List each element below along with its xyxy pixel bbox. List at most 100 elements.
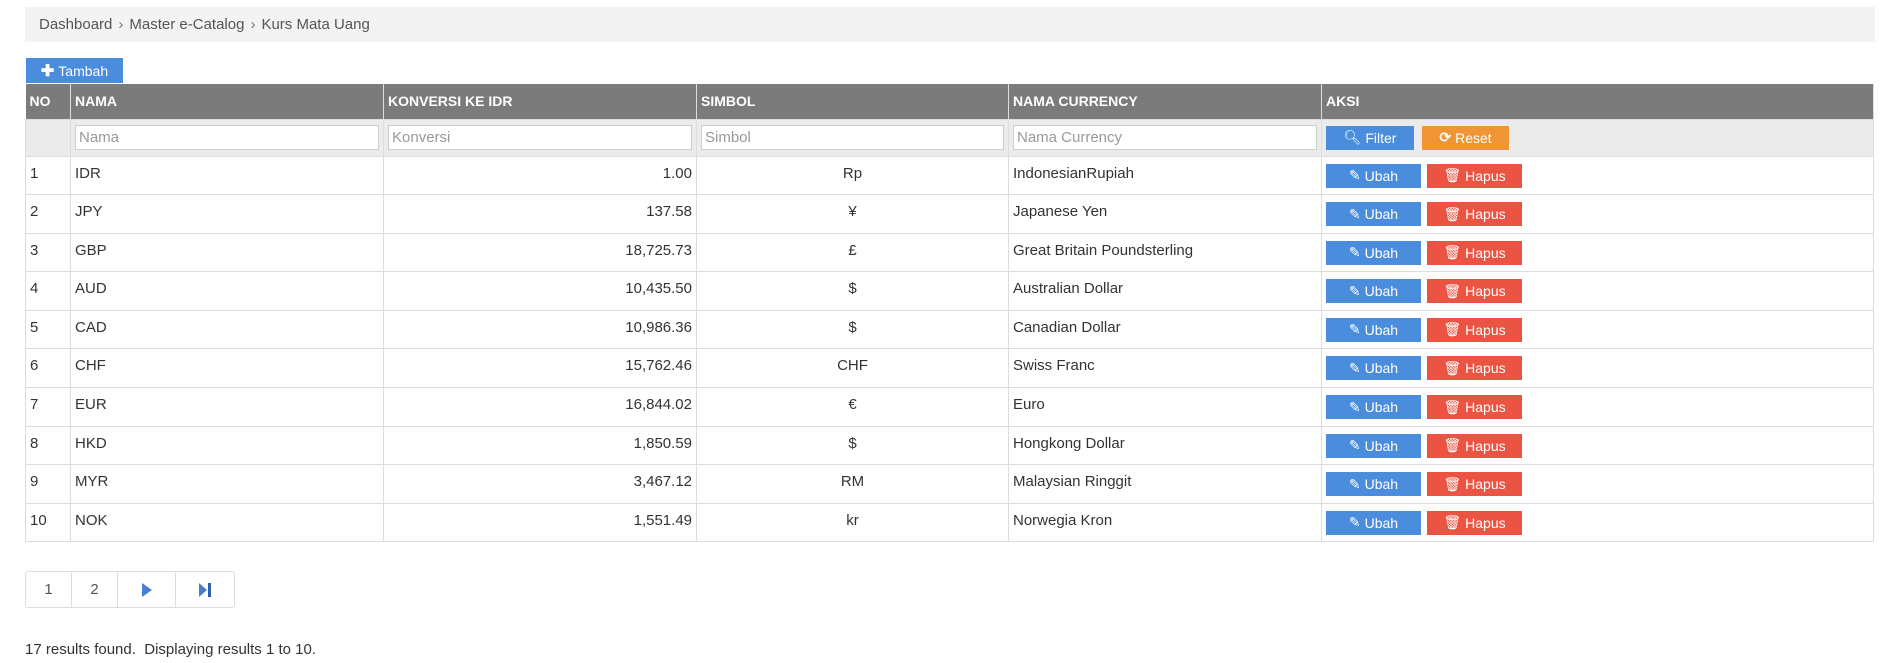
filter-cell-empty: [25, 118, 71, 157]
cell-aksi: ✎ Ubah 🗑︎ Hapus: [1321, 271, 1874, 311]
edit-icon: ✎: [1348, 167, 1361, 183]
column-header-nama: NAMA: [70, 84, 384, 119]
edit-button[interactable]: ✎ Ubah: [1326, 279, 1421, 304]
delete-button[interactable]: 🗑︎ Hapus: [1427, 395, 1522, 420]
trash-icon: 🗑︎: [1443, 205, 1462, 222]
delete-button[interactable]: 🗑︎ Hapus: [1427, 510, 1522, 535]
reset-button[interactable]: ⟳ Reset: [1422, 125, 1509, 150]
edit-button-label: Ubah: [1364, 206, 1399, 223]
edit-button[interactable]: ✎ Ubah: [1326, 395, 1421, 420]
breadcrumb-dashboard[interactable]: Dashboard: [39, 16, 113, 33]
filter-row: 🔍︎Filter ⟳Reset: [25, 118, 1874, 157]
edit-button[interactable]: ✎ Ubah: [1326, 472, 1421, 497]
cell-no: 4: [25, 271, 71, 311]
edit-button-label: Ubah: [1364, 514, 1399, 531]
table-row: 6 CHF 15,762.46 CHF Swiss Franc ✎ Ubah 🗑︎ H…: [25, 348, 1874, 389]
delete-button-label: Hapus: [1465, 167, 1506, 184]
cell-nama-currency: Euro: [1008, 387, 1322, 427]
trash-icon: 🗑︎: [1443, 398, 1462, 415]
cell-nama: GBP: [70, 232, 384, 273]
cell-konversi: 16,844.02: [383, 387, 697, 427]
trash-icon: 🗑︎: [1443, 244, 1462, 261]
nama-filter-input[interactable]: [75, 125, 379, 150]
cell-no: 1: [25, 155, 71, 196]
cell-nama-currency: Canadian Dollar: [1008, 309, 1322, 350]
delete-button-label: Hapus: [1465, 206, 1506, 223]
delete-button[interactable]: 🗑︎ Hapus: [1427, 472, 1522, 497]
table-row: 5 CAD 10,986.36 $ Canadian Dollar ✎ Ubah 🗑…: [25, 309, 1874, 350]
cell-nama-currency: Hongkong Dollar: [1008, 425, 1322, 466]
breadcrumb-master-ecatalog[interactable]: Master e-Catalog: [129, 16, 245, 33]
add-button-label: Tambah: [58, 62, 109, 79]
table-row: 4 AUD 10,435.50 $ Australian Dollar ✎ Uba…: [25, 271, 1874, 311]
edit-icon: ✎: [1348, 359, 1361, 376]
trash-icon: 🗑︎: [1443, 282, 1462, 299]
edit-icon: ✎: [1348, 475, 1361, 492]
delete-button[interactable]: 🗑︎ Hapus: [1427, 356, 1522, 381]
add-button[interactable]: ✚ Tambah: [26, 58, 123, 83]
breadcrumb-current: Kurs Mata Uang: [261, 16, 370, 33]
cell-aksi: ✎ Ubah 🗑︎ Hapus: [1321, 232, 1874, 273]
cell-simbol: £: [696, 232, 1009, 273]
cell-simbol: $: [696, 309, 1009, 350]
nama-currency-filter-input[interactable]: [1013, 125, 1317, 150]
delete-button-label: Hapus: [1465, 399, 1506, 416]
delete-button[interactable]: 🗑︎ Hapus: [1427, 240, 1522, 265]
cell-simbol: RM: [696, 464, 1009, 504]
filter-button[interactable]: 🔍︎ Filter: [1326, 125, 1414, 150]
cell-nama: IDR: [70, 155, 384, 196]
cell-no: 5: [25, 309, 71, 350]
cell-aksi: ✎ Ubah 🗑︎ Hapus: [1321, 155, 1874, 196]
edit-icon: ✎: [1348, 282, 1361, 299]
filter-button-label: Filter: [1365, 129, 1397, 146]
cell-nama-currency: Japanese Yen: [1008, 194, 1322, 234]
delete-button-label: Hapus: [1465, 283, 1506, 300]
delete-button-label: Hapus: [1465, 360, 1506, 377]
edit-button[interactable]: ✎ Ubah: [1326, 202, 1421, 227]
edit-button-label: Ubah: [1364, 283, 1399, 300]
konversi-filter-input[interactable]: [388, 125, 692, 150]
cell-nama-currency: Great Britain Poundsterling: [1008, 232, 1322, 273]
edit-button-label: Ubah: [1364, 476, 1399, 493]
edit-button-label: Ubah: [1364, 437, 1399, 454]
edit-button[interactable]: ✎ Ubah: [1326, 356, 1421, 381]
edit-button[interactable]: ✎ Ubah: [1326, 433, 1421, 458]
cell-nama-currency: Norwegia Kron: [1008, 502, 1322, 543]
cell-no: 10: [25, 502, 71, 543]
cell-no: 8: [25, 425, 71, 466]
delete-button-label: Hapus: [1465, 244, 1506, 261]
cell-aksi: ✎ Ubah 🗑︎ Hapus: [1321, 464, 1874, 504]
edit-button[interactable]: ✎ Ubah: [1326, 240, 1421, 265]
edit-icon: ✎: [1348, 321, 1361, 338]
cell-nama: HKD: [70, 425, 384, 466]
cell-konversi: 10,435.50: [383, 271, 697, 311]
cell-nama-currency: Swiss Franc: [1008, 348, 1322, 389]
edit-button[interactable]: ✎ Ubah: [1326, 317, 1421, 342]
cell-nama: EUR: [70, 387, 384, 427]
cell-no: 9: [25, 464, 71, 504]
delete-button[interactable]: 🗑︎ Hapus: [1427, 433, 1522, 458]
column-header-konversi: KONVERSI KE IDR: [383, 84, 697, 119]
delete-button[interactable]: 🗑︎ Hapus: [1427, 317, 1522, 342]
edit-icon: ✎: [1348, 437, 1361, 454]
simbol-filter-input[interactable]: [701, 125, 1004, 150]
cell-konversi: 1,551.49: [383, 502, 697, 543]
trash-icon: 🗑︎: [1443, 514, 1462, 531]
results-summary: 17 results found. Displaying results 1 t…: [25, 641, 316, 658]
edit-button[interactable]: ✎ Ubah: [1326, 163, 1421, 188]
next-page-button[interactable]: [118, 572, 176, 607]
edit-button-label: Ubah: [1364, 360, 1399, 377]
page-2-button[interactable]: 2: [72, 572, 118, 607]
delete-button[interactable]: 🗑︎ Hapus: [1427, 279, 1522, 304]
last-page-button[interactable]: [176, 572, 234, 607]
edit-button[interactable]: ✎ Ubah: [1326, 510, 1421, 535]
trash-icon: 🗑︎: [1443, 475, 1462, 492]
delete-button-label: Hapus: [1465, 476, 1506, 493]
delete-button[interactable]: 🗑︎ Hapus: [1427, 202, 1522, 227]
edit-button-label: Ubah: [1364, 321, 1399, 338]
table-row: 10 NOK 1,551.49 kr Norwegia Kron ✎ Ubah 🗑︎…: [25, 502, 1874, 543]
delete-button[interactable]: 🗑︎ Hapus: [1427, 163, 1522, 188]
plus-icon: ✚: [40, 62, 55, 80]
cell-simbol: €: [696, 387, 1009, 427]
page-1-button[interactable]: 1: [26, 572, 72, 607]
